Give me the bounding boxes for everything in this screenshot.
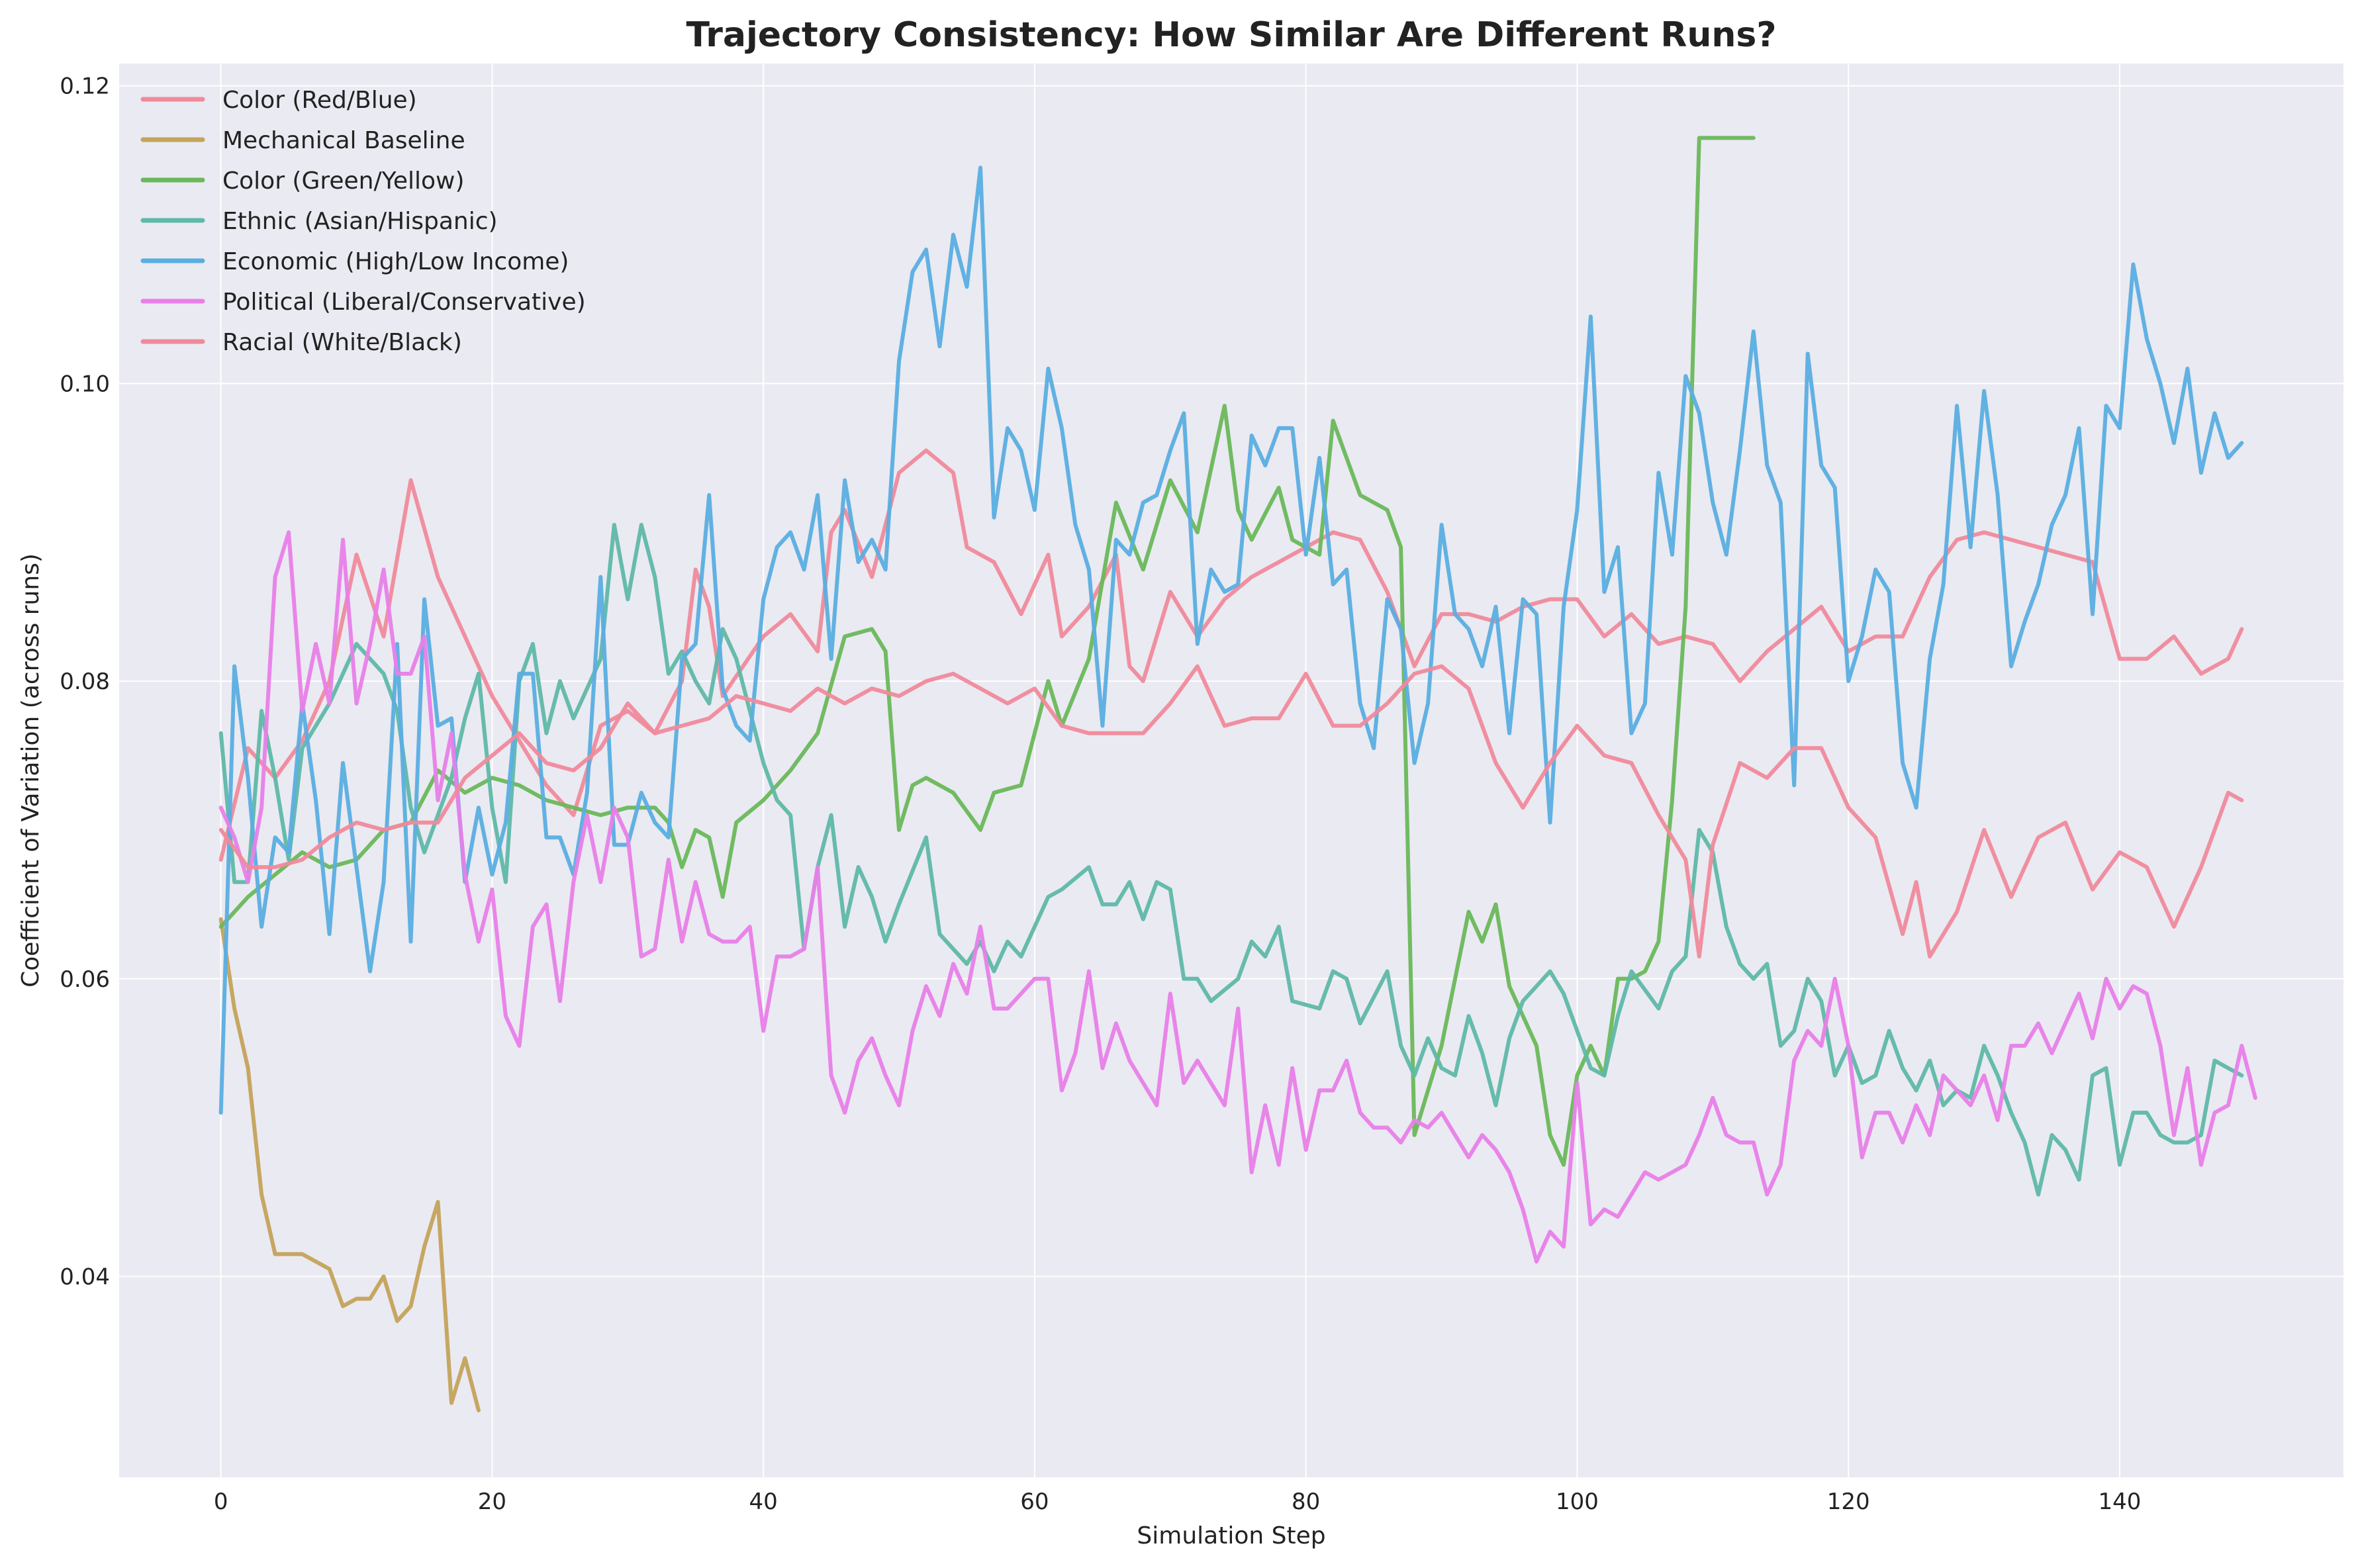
x-tick-label: 60 xyxy=(1020,1489,1049,1515)
x-axis-ticks: 0 20 40 60 80 100 120 140 xyxy=(214,1489,2142,1515)
series-line-1 xyxy=(218,917,481,1412)
series-line-6 xyxy=(218,664,2244,959)
y-axis-ticks: 0.04 0.06 0.08 0.10 0.12 xyxy=(60,73,110,1291)
y-axis-label: Coefficient of Variation (across runs) xyxy=(17,553,44,988)
series-line-0 xyxy=(218,448,2244,862)
x-axis-label: Simulation Step xyxy=(1137,1522,1325,1549)
chart-title: Trajectory Consistency: How Similar Are … xyxy=(686,15,1776,55)
grid xyxy=(119,64,2343,1477)
x-tick-label: 100 xyxy=(1556,1489,1599,1515)
x-tick-label: 40 xyxy=(749,1489,778,1515)
legend-label: Color (Red/Blue) xyxy=(222,87,417,114)
y-tick-label: 0.06 xyxy=(60,966,110,993)
legend-label: Racial (White/Black) xyxy=(222,329,462,356)
series-line-2 xyxy=(218,136,1756,1167)
y-tick-label: 0.12 xyxy=(60,73,110,100)
legend-label: Mechanical Baseline xyxy=(222,127,465,154)
x-tick-label: 80 xyxy=(1292,1489,1320,1515)
y-tick-label: 0.10 xyxy=(60,371,110,397)
legend: Color (Red/Blue) Mechanical Baseline Color… xyxy=(140,87,586,356)
legend-label: Ethnic (Asian/Hispanic) xyxy=(222,208,498,235)
x-tick-label: 120 xyxy=(1827,1489,1870,1515)
series-line-3 xyxy=(218,523,2244,1197)
legend-label: Color (Green/Yellow) xyxy=(222,167,465,195)
y-tick-label: 0.08 xyxy=(60,669,110,695)
x-tick-label: 0 xyxy=(214,1489,228,1515)
series-line-5 xyxy=(218,530,2257,1264)
x-tick-label: 140 xyxy=(2098,1489,2141,1515)
y-tick-label: 0.04 xyxy=(60,1264,110,1290)
series-line-4 xyxy=(218,165,2244,1115)
series-lines xyxy=(218,136,2257,1412)
legend-label: Economic (High/Low Income) xyxy=(222,248,569,275)
x-tick-label: 20 xyxy=(478,1489,506,1515)
legend-label: Political (Liberal/Conservative) xyxy=(222,289,586,316)
